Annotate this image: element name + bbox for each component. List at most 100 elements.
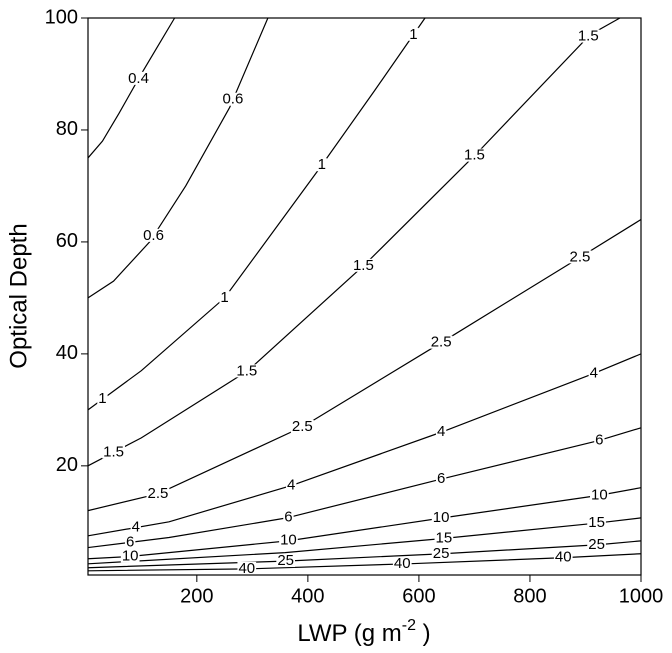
x-axis-label-text: LWP (g m	[297, 620, 401, 647]
contour-label-group: 2.5	[568, 248, 592, 265]
contour-label: 1	[409, 26, 417, 43]
contour-label-bg	[286, 478, 297, 492]
x-tick-label: 600	[402, 585, 435, 607]
contour-label-group: 10	[431, 509, 451, 526]
contour-label: 0.4	[128, 70, 149, 87]
contour-label-group: 10	[120, 547, 140, 564]
contour-label-group: 40	[392, 555, 412, 572]
contour-label: 6	[437, 470, 445, 487]
contour-label-bg	[283, 510, 294, 524]
contour-label-group: 1	[219, 289, 230, 306]
contour-label-group: 1	[316, 156, 327, 173]
contour-label-bg	[553, 550, 573, 564]
contour-label-group: 40	[553, 549, 573, 566]
contour-label-group: 4	[435, 423, 447, 440]
contour-label-group: 6	[594, 431, 605, 448]
contour-label-group: 10	[590, 486, 609, 503]
contour-label-bg	[146, 486, 170, 500]
contour-label-group: 4	[286, 477, 297, 494]
contour-label: 1	[318, 156, 326, 173]
contour-line	[87, 17, 176, 159]
contour-label: 4	[132, 519, 140, 536]
y-tick-label: 40	[56, 342, 78, 364]
y-tick-label: 100	[45, 6, 78, 28]
contour-label-group: 1	[408, 26, 419, 43]
contour-label-bg	[588, 366, 599, 380]
x-axis-label-suffix: )	[416, 620, 431, 647]
contour-label: 1	[98, 390, 106, 407]
contour-label: 0.6	[143, 227, 164, 244]
contour-label-bg	[429, 335, 453, 349]
contour-line	[87, 17, 426, 411]
contour-label-bg	[316, 158, 327, 172]
contour-label: 15	[588, 514, 605, 531]
contour-line	[87, 17, 621, 467]
contour-label-bg	[590, 488, 609, 502]
contour-label-group: 15	[434, 529, 454, 546]
contour-label-bg	[142, 228, 165, 242]
contour-label-bg	[276, 554, 296, 568]
contour-line	[87, 353, 642, 537]
contour-label-bg	[435, 425, 447, 439]
contour-label: 1.5	[236, 362, 257, 379]
contour-labels: 0.4 0.6 0.6 1 1 1 1 1.5 1.5 1.5 1.5 1.5 2.5 2.5 2.5 2.5…	[97, 26, 609, 577]
contour-label-bg	[463, 148, 486, 162]
contour-label-bg	[102, 445, 125, 459]
contour-label-group: 15	[587, 514, 606, 531]
y-tick-label: 20	[56, 454, 78, 476]
contour-label-group: 10	[279, 532, 298, 549]
contour-label: 6	[126, 533, 134, 550]
contour-label-bg	[392, 556, 412, 570]
contour-label-bg	[587, 516, 606, 530]
contour-label: 25	[433, 545, 450, 562]
contour-label: 40	[238, 560, 255, 577]
contour-label-group: 1.5	[576, 28, 600, 45]
contour-label-bg	[130, 520, 141, 534]
contour-label: 6	[595, 431, 603, 448]
contour-label-bg	[587, 537, 606, 551]
contour-label-group: 2.5	[290, 418, 314, 435]
contour-line	[87, 427, 642, 549]
contour-label-bg	[435, 472, 447, 486]
contour-label-group: 25	[276, 552, 296, 569]
contour-label: 0.6	[222, 91, 243, 108]
contour-label-group: 2.5	[429, 334, 453, 351]
contour-label-group: 4	[588, 364, 599, 381]
contour-label: 40	[555, 549, 572, 566]
contour-label: 25	[277, 552, 294, 569]
contour-label: 4	[287, 477, 295, 494]
contour-label: 10	[280, 532, 297, 549]
x-tick-label: 1000	[619, 585, 664, 607]
contour-label-bg	[125, 535, 136, 549]
contour-label: 40	[394, 555, 411, 572]
contour-label-group: 4	[130, 519, 141, 536]
contour-label-bg	[221, 92, 245, 106]
contour-label: 1.5	[464, 147, 485, 164]
contour-label-bg	[576, 29, 600, 43]
x-axis-label-superscript: -2	[402, 617, 416, 634]
y-tick-label: 60	[56, 230, 78, 252]
contour-label-group: 0.4	[127, 70, 150, 87]
contour-label: 2.5	[292, 418, 313, 435]
contour-label-group: 6	[435, 470, 447, 487]
contour-label-bg	[431, 546, 451, 560]
contour-label-bg	[219, 290, 230, 304]
contour-label: 25	[588, 536, 605, 553]
y-axis-label: Optical Depth	[5, 223, 32, 368]
contour-label-group: 0.6	[142, 227, 165, 244]
contour-label: 1.5	[103, 443, 124, 460]
contour-label-bg	[235, 364, 259, 378]
contour-label-group: 1.5	[102, 443, 125, 460]
contour-label-group: 2.5	[146, 485, 170, 502]
contour-label-bg	[434, 531, 454, 545]
contour-label-bg	[120, 549, 140, 563]
contour-label: 2.5	[431, 334, 452, 351]
contour-label-group: 1.5	[351, 257, 375, 274]
contour-label-bg	[594, 433, 605, 447]
contour-label-bg	[237, 561, 257, 575]
contour-label: 4	[437, 423, 445, 440]
x-tick-label: 200	[180, 585, 213, 607]
contour-label-group: 40	[237, 560, 257, 577]
x-axis-label: LWP (g m-2 )	[297, 617, 430, 647]
